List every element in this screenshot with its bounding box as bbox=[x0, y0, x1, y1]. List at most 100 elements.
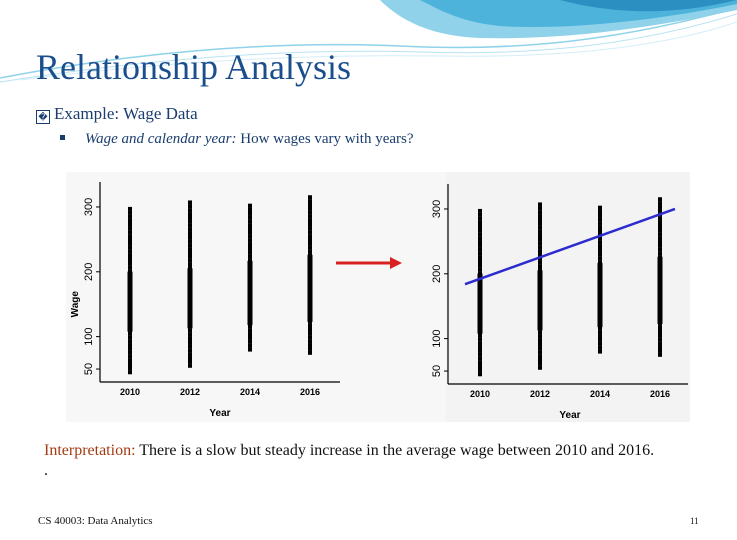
data-point bbox=[248, 347, 252, 352]
data-point bbox=[128, 230, 132, 235]
data-point bbox=[308, 218, 312, 223]
data-point bbox=[188, 227, 192, 232]
data-point bbox=[247, 260, 253, 264]
data-point bbox=[538, 206, 542, 211]
data-point bbox=[538, 361, 542, 366]
data-point bbox=[538, 217, 542, 222]
data-point bbox=[538, 338, 542, 343]
data-point bbox=[538, 214, 542, 219]
interpretation-text: There is a slow but steady increase in t… bbox=[135, 442, 655, 459]
data-point bbox=[188, 247, 192, 252]
data-point bbox=[188, 250, 192, 255]
data-point bbox=[308, 230, 312, 235]
data-point bbox=[308, 234, 312, 239]
x-tick-label: 2010 bbox=[120, 387, 140, 397]
data-point bbox=[128, 226, 132, 231]
x-tick-label: 2014 bbox=[590, 389, 610, 399]
data-point bbox=[308, 210, 312, 215]
data-point bbox=[128, 350, 132, 355]
data-point bbox=[248, 238, 252, 243]
y-tick-label: 300 bbox=[83, 198, 95, 216]
data-point bbox=[598, 225, 602, 230]
data-point bbox=[538, 252, 542, 257]
data-point bbox=[188, 223, 192, 228]
data-point bbox=[248, 335, 252, 340]
data-point bbox=[658, 243, 662, 248]
interpretation-trail: . bbox=[44, 462, 48, 479]
data-point bbox=[188, 239, 192, 244]
data-point bbox=[188, 332, 192, 337]
data-point bbox=[598, 248, 602, 253]
data-point bbox=[658, 205, 662, 210]
data-point bbox=[658, 232, 662, 237]
data-point bbox=[128, 346, 132, 351]
data-point bbox=[598, 252, 602, 257]
x-tick-label: 2016 bbox=[650, 389, 670, 399]
data-point bbox=[248, 328, 252, 333]
data-point bbox=[598, 217, 602, 222]
data-point bbox=[598, 337, 602, 342]
data-point bbox=[478, 220, 482, 225]
x-tick-label: 2012 bbox=[530, 389, 550, 399]
data-point bbox=[478, 345, 482, 350]
data-point bbox=[538, 354, 542, 359]
data-point bbox=[598, 221, 602, 226]
x-tick-label: 2010 bbox=[470, 389, 490, 399]
data-point bbox=[538, 342, 542, 347]
data-point bbox=[187, 268, 193, 272]
footer-page-number: 11 bbox=[690, 516, 699, 526]
data-point bbox=[658, 228, 662, 233]
data-point bbox=[128, 261, 132, 266]
data-point bbox=[598, 341, 602, 346]
data-point bbox=[478, 240, 482, 245]
data-point bbox=[308, 331, 312, 336]
data-point bbox=[477, 273, 483, 277]
data-point bbox=[538, 350, 542, 355]
data-point bbox=[188, 254, 192, 259]
data-point bbox=[188, 204, 192, 209]
data-point bbox=[478, 255, 482, 260]
slide-title: Relationship Analysis bbox=[36, 47, 351, 87]
data-point bbox=[308, 238, 312, 243]
data-point bbox=[308, 350, 312, 355]
scatter-plot-right: 50 100 200 300 2010 2012 2014 2016 Year bbox=[431, 184, 688, 421]
data-point bbox=[478, 224, 482, 229]
data-point bbox=[478, 372, 482, 377]
data-point bbox=[538, 221, 542, 226]
y-tick-label: 50 bbox=[83, 363, 95, 375]
data-point bbox=[248, 343, 252, 348]
data-point bbox=[478, 368, 482, 373]
data-point bbox=[248, 223, 252, 228]
data-point bbox=[538, 210, 542, 215]
y-tick-label: 300 bbox=[431, 200, 443, 218]
y-tick-label: 200 bbox=[83, 263, 95, 281]
data-point bbox=[478, 228, 482, 233]
data-point bbox=[538, 237, 542, 242]
data-point bbox=[478, 259, 482, 264]
data-point bbox=[128, 265, 132, 270]
data-point bbox=[538, 256, 542, 261]
data-point bbox=[478, 341, 482, 346]
chart-background-right bbox=[446, 172, 690, 422]
data-point bbox=[188, 243, 192, 248]
data-point bbox=[478, 333, 482, 338]
data-point bbox=[538, 346, 542, 351]
data-point bbox=[598, 213, 602, 218]
data-point bbox=[308, 226, 312, 231]
data-point bbox=[188, 336, 192, 341]
data-point bbox=[658, 341, 662, 346]
data-point bbox=[538, 225, 542, 230]
data-point bbox=[598, 349, 602, 354]
data-point bbox=[478, 348, 482, 353]
data-point bbox=[598, 236, 602, 241]
header-wave-decoration bbox=[0, 0, 737, 83]
data-point bbox=[538, 229, 542, 234]
data-point bbox=[308, 249, 312, 254]
data-point bbox=[248, 258, 252, 263]
data-point bbox=[478, 267, 482, 272]
data-point bbox=[658, 247, 662, 252]
data-point bbox=[478, 236, 482, 241]
data-point bbox=[248, 242, 252, 247]
data-point bbox=[478, 364, 482, 369]
data-point bbox=[597, 262, 603, 266]
